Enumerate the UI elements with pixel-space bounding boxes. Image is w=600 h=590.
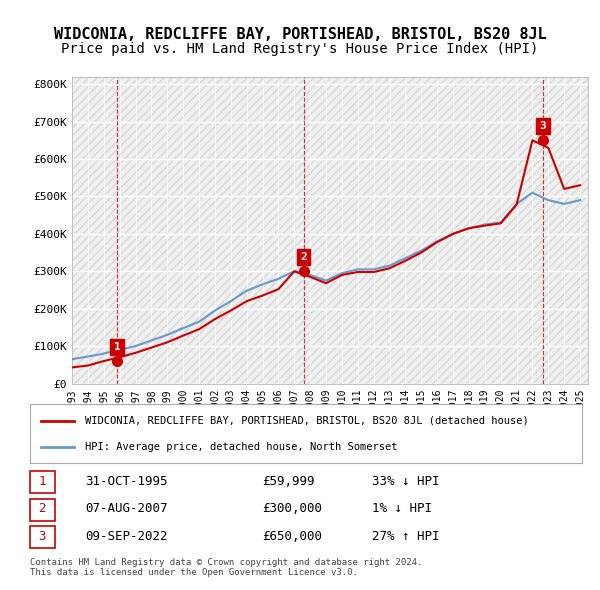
Text: 07-AUG-2007: 07-AUG-2007: [85, 502, 168, 516]
Text: Contains HM Land Registry data © Crown copyright and database right 2024.
This d: Contains HM Land Registry data © Crown c…: [30, 558, 422, 577]
Text: 31-OCT-1995: 31-OCT-1995: [85, 475, 168, 488]
Text: 33% ↓ HPI: 33% ↓ HPI: [372, 475, 440, 488]
Text: 3: 3: [38, 530, 46, 543]
Text: £59,999: £59,999: [262, 475, 314, 488]
Text: 1: 1: [113, 342, 121, 352]
Text: 2: 2: [38, 502, 46, 516]
Text: 3: 3: [539, 121, 547, 131]
FancyBboxPatch shape: [30, 526, 55, 548]
Text: £650,000: £650,000: [262, 530, 322, 543]
Text: 09-SEP-2022: 09-SEP-2022: [85, 530, 168, 543]
FancyBboxPatch shape: [30, 499, 55, 521]
FancyBboxPatch shape: [30, 471, 55, 493]
Text: 1: 1: [38, 475, 46, 488]
Text: 1% ↓ HPI: 1% ↓ HPI: [372, 502, 432, 516]
Text: £300,000: £300,000: [262, 502, 322, 516]
Text: Price paid vs. HM Land Registry's House Price Index (HPI): Price paid vs. HM Land Registry's House …: [61, 42, 539, 57]
Text: 27% ↑ HPI: 27% ↑ HPI: [372, 530, 440, 543]
Text: WIDCONIA, REDCLIFFE BAY, PORTISHEAD, BRISTOL, BS20 8JL (detached house): WIDCONIA, REDCLIFFE BAY, PORTISHEAD, BRI…: [85, 416, 529, 425]
Text: 2: 2: [300, 252, 307, 262]
Text: WIDCONIA, REDCLIFFE BAY, PORTISHEAD, BRISTOL, BS20 8JL: WIDCONIA, REDCLIFFE BAY, PORTISHEAD, BRI…: [53, 27, 547, 41]
Text: HPI: Average price, detached house, North Somerset: HPI: Average price, detached house, Nort…: [85, 442, 398, 451]
